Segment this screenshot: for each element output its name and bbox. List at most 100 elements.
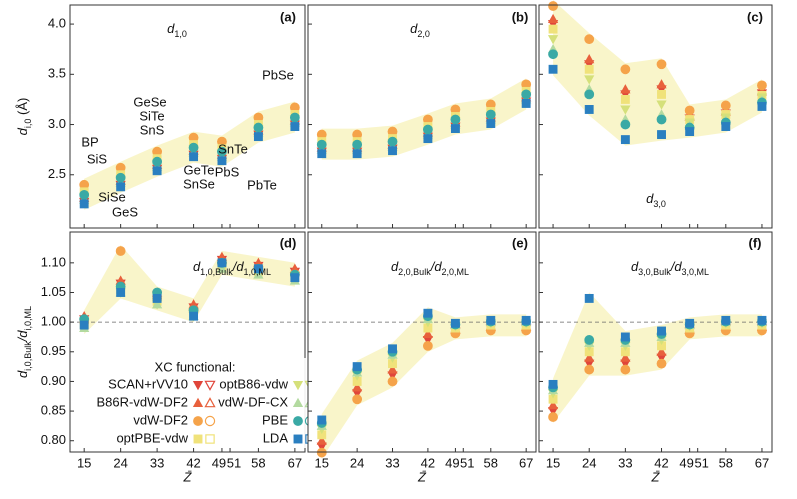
y-tick-label: 0.80: [41, 432, 66, 447]
y-tick-label: 1.10: [41, 254, 66, 269]
panel-title-part: d: [631, 259, 639, 274]
marker: [289, 112, 300, 123]
marker: [584, 34, 595, 45]
panel: 15 24 33 42 49 51 58 67: [307, 231, 537, 470]
panel-title-part: 2,0: [417, 29, 430, 39]
y-tick-label: 0.95: [41, 343, 66, 358]
marker: [217, 146, 227, 157]
x-tick-label: 33: [385, 455, 399, 470]
marker: [656, 59, 667, 70]
marker: [656, 114, 667, 125]
marker: [450, 124, 460, 133]
marker: [317, 415, 327, 425]
y-tick-label: 0.90: [41, 373, 66, 388]
panel-title-part: 2,0,ML: [442, 267, 470, 277]
marker: [79, 189, 90, 200]
x-tick-label: 15: [546, 455, 560, 470]
marker: [656, 358, 667, 369]
panel-title-part: 3,0,Bulk: [638, 267, 671, 277]
panel-title-part: /d: [232, 259, 245, 274]
legend-title: XC functional:: [155, 359, 236, 374]
marker: [317, 149, 327, 159]
marker: [584, 75, 595, 85]
panel-title-part: d: [410, 21, 418, 36]
y-tick-label: 3.5: [48, 66, 66, 81]
panel-title-part: 1,0: [174, 29, 187, 39]
marker: [422, 340, 433, 351]
panel-title-part: /d: [430, 259, 443, 274]
x-axis-label: Z̄: [183, 469, 193, 484]
panel-title-part: d: [167, 21, 175, 36]
marker: [152, 156, 163, 167]
x-tick-label: 33: [150, 455, 164, 470]
legend-marker: [204, 380, 216, 391]
legend-marker: [204, 415, 216, 427]
marker: [584, 293, 594, 303]
marker: [521, 99, 531, 108]
y-tick-label: 2.5: [48, 166, 66, 181]
legend-marker: [193, 434, 203, 444]
marker: [657, 326, 666, 336]
y-axis-label-part: /d: [15, 330, 30, 343]
marker: [485, 109, 496, 120]
x-tick-label: 51: [460, 455, 474, 470]
y-axis-label-part: i,0,Bulk: [23, 341, 33, 371]
x-tick-label: 51: [227, 455, 241, 470]
x-tick-label: 15: [315, 455, 329, 470]
marker: [656, 346, 667, 356]
material-label: BP: [81, 134, 98, 149]
marker: [79, 320, 89, 330]
x-tick-label: 33: [618, 455, 632, 470]
marker: [217, 156, 227, 166]
y-tick-label: 1.05: [41, 284, 66, 299]
legend-marker: [204, 397, 216, 408]
marker: [115, 172, 126, 183]
marker: [547, 399, 559, 410]
panel-title-part: 1,0,Bulk: [200, 267, 233, 277]
marker: [388, 146, 397, 156]
marker: [720, 100, 731, 111]
plot-frame: [307, 4, 537, 229]
marker: [521, 315, 531, 325]
marker: [352, 149, 362, 159]
panel-title-part: 3,0: [653, 199, 666, 209]
panel-label: (c): [747, 9, 763, 24]
marker: [721, 122, 731, 131]
legend-label: vdW-DF2: [133, 412, 188, 427]
marker: [352, 394, 363, 405]
marker: [757, 102, 767, 111]
marker: [189, 152, 199, 162]
marker: [620, 119, 631, 130]
range-band: [553, 0, 762, 146]
panel-label: (b): [512, 9, 529, 24]
x-axis-label: Z̄: [417, 469, 427, 484]
marker: [422, 124, 433, 135]
range-band: [553, 292, 762, 424]
marker: [423, 134, 433, 144]
marker: [486, 315, 496, 325]
x-axis-label: Z̄: [651, 469, 661, 484]
x-tick-label: 58: [719, 455, 733, 470]
marker: [152, 166, 162, 176]
y-axis-label-part: i,0: [23, 119, 33, 129]
plot-frame: [69, 4, 306, 229]
x-tick-label: 42: [421, 455, 435, 470]
marker: [721, 315, 731, 325]
material-label: SiS: [87, 151, 108, 166]
y-tick-label: 4.0: [48, 16, 66, 31]
legend-marker: [192, 397, 204, 407]
legend-marker: [293, 416, 303, 426]
marker: [757, 315, 767, 325]
panel-title-part: 3,0,ML: [682, 267, 710, 277]
panel-label: (d): [280, 235, 297, 250]
marker: [450, 114, 461, 125]
y-axis-label-part: d: [15, 370, 30, 378]
material-label: GeTe: [183, 162, 214, 177]
x-tick-label: 51: [694, 455, 708, 470]
panel: [538, 0, 773, 229]
x-tick-label: 49: [212, 455, 226, 470]
y-axis-label: di,0,Bulk/di,0,ML: [15, 306, 33, 378]
y-axis-label-part: i,0,ML: [23, 306, 33, 331]
marker: [422, 328, 434, 338]
